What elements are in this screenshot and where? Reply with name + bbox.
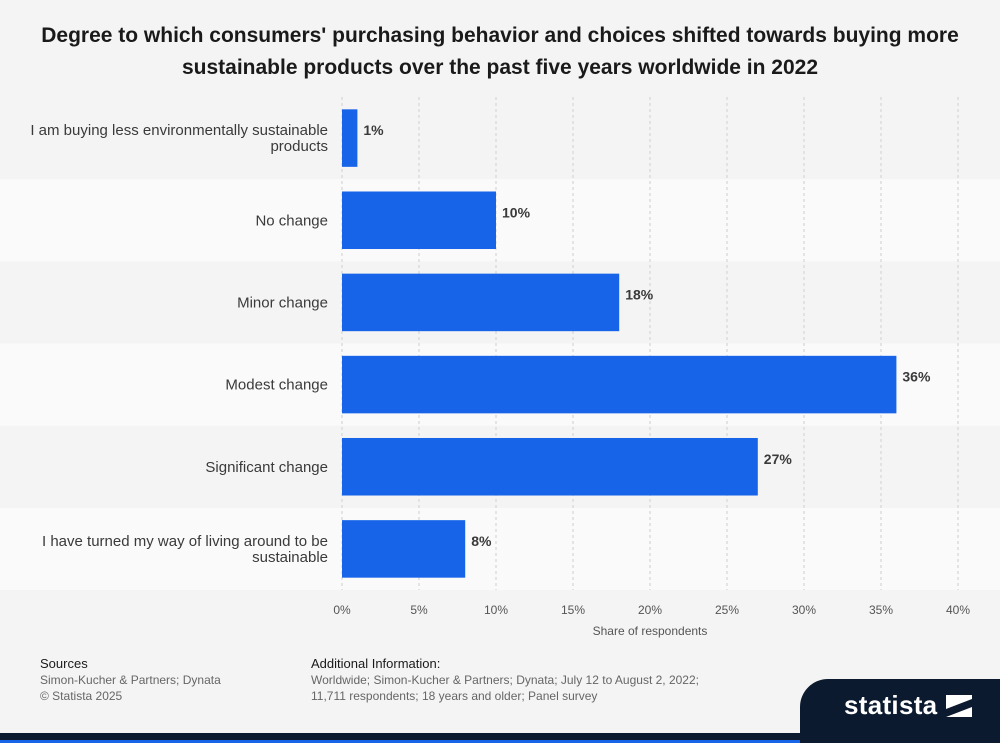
category-label: I am buying less environmentally sustain…: [30, 122, 328, 155]
category-label: Significant change: [205, 459, 328, 476]
x-tick-label: 0%: [333, 603, 351, 617]
statista-mark-icon: [946, 695, 972, 717]
row-band: [0, 179, 1000, 262]
bar-value-label: 1%: [363, 122, 384, 138]
bar: [342, 273, 620, 332]
x-tick-label: 25%: [715, 603, 739, 617]
x-tick-label: 10%: [484, 603, 508, 617]
copyright-text: © Statista 2025: [40, 689, 123, 703]
bar-value-label: 36%: [902, 369, 931, 385]
x-axis-title: Share of respondents: [593, 624, 708, 638]
category-label: No change: [255, 212, 328, 229]
bar-value-label: 10%: [502, 204, 531, 220]
sources-text: Simon-Kucher & Partners; Dynata: [40, 673, 221, 687]
row-band: [0, 507, 1000, 590]
chart-title: Degree to which consumers' purchasing be…: [41, 24, 959, 79]
bar-chart: 0% 5% 10% 15% 20% 25% 30% 35% 40% Share of respon…: [0, 97, 1000, 638]
additional-info-line-2: 11,711 respondents; 18 years and older; …: [311, 689, 598, 703]
x-tick-label: 40%: [946, 603, 970, 617]
bar: [342, 109, 358, 167]
bar: [342, 191, 496, 250]
additional-info-line-1: Worldwide; Simon-Kucher & Partners; Dyna…: [311, 673, 699, 687]
bar-value-label: 18%: [625, 286, 654, 302]
category-label: I have turned my way of living around to…: [42, 533, 328, 566]
statista-logo[interactable]: statista: [800, 679, 1000, 733]
x-tick-label: 30%: [792, 603, 816, 617]
bar: [342, 355, 897, 414]
sources-block: Sources Simon-Kucher & Partners; Dynata …: [40, 656, 221, 704]
x-tick-label: 15%: [561, 603, 585, 617]
bar-value-label: 27%: [764, 451, 793, 467]
bar: [342, 437, 758, 496]
additional-info-heading: Additional Information:: [311, 656, 441, 671]
footer-bar: [0, 733, 1000, 743]
bar-value-label: 8%: [471, 533, 492, 549]
bar: [342, 520, 466, 578]
statista-wordmark: statista: [844, 690, 938, 720]
additional-info-block: Additional Information: Worldwide; Simon…: [311, 656, 731, 704]
x-tick-label: 5%: [410, 603, 428, 617]
x-tick-label: 20%: [638, 603, 662, 617]
footer-accent-line: [0, 740, 800, 743]
sources-heading: Sources: [40, 656, 88, 671]
category-label: Modest change: [225, 377, 328, 394]
category-label: Minor change: [237, 294, 328, 311]
x-tick-label: 35%: [869, 603, 893, 617]
